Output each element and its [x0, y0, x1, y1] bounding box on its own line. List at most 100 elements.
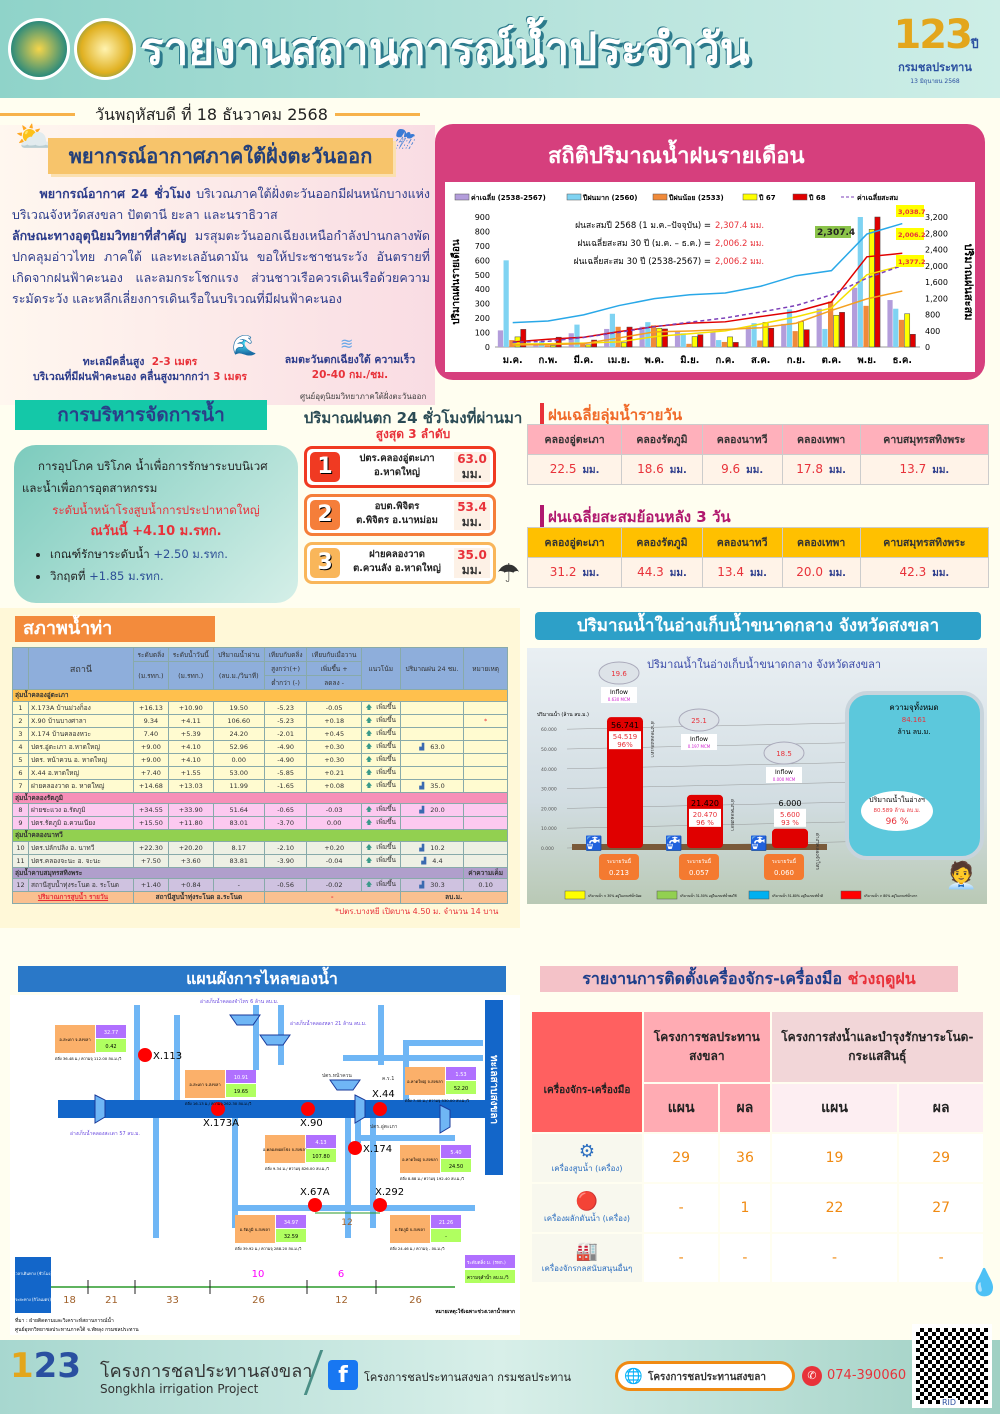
website-label: โครงการชลประทานสงขลา: [648, 1372, 766, 1383]
table-row: 12 สถานีสูบน้ำทุ่งระโนด อ. ระโนด +1.40 +0.8…: [12, 878, 508, 892]
pumping-row: ปริมาณการสูบน้ำ รายวัน สถานีสูบน้ำทุ่งระโ…: [12, 891, 509, 904]
cell-text: 3: [18, 729, 23, 738]
inflow-value: 0.000 MCM: [773, 777, 796, 782]
unit: มม.: [932, 567, 950, 579]
level-box: [446, 1067, 476, 1080]
cell-text: ฝายชะแวง อ.รัตภูมิ: [31, 806, 86, 814]
top-rain-subtitle: สูงสุด 3 ลำดับ: [375, 427, 451, 441]
x-tick-label: เม.ย.: [608, 355, 630, 366]
header-text: แนวโน้ม: [368, 664, 394, 673]
water-level: +11.80: [167, 816, 214, 830]
y2-axis-label: ปริมาณฝนสะสม: [962, 243, 975, 320]
machine-count: -: [644, 1184, 719, 1232]
cell-text: เพิ่มขึ้น: [376, 702, 396, 711]
y2-tick-label: 2,400: [925, 246, 948, 255]
forecast-text: บริเวณภาคใต้ฝั่งตะวันออกมีฝนหนักบางแห่ง …: [12, 186, 430, 222]
header-text: เพิ่มขึ้น +: [320, 664, 348, 673]
reservoir-rain: 19.6: [611, 670, 627, 678]
reservoir-current: 5.600: [780, 811, 800, 819]
station-info: ตลิ่ง 24.46 ม./ ความจุ - ลบ.ม./วิ: [390, 1246, 445, 1252]
y2-tick-label: 1,600: [925, 278, 948, 287]
weather-source: ศูนย์อุตุนิยมวิทยาภาคใต้ฝั่งตะวันออก: [300, 392, 427, 401]
bar: [680, 333, 686, 347]
reservoir-icon: [259, 1034, 291, 1046]
legend-swatch: [840, 890, 862, 900]
station-line1: ฝายคลองวาด: [369, 549, 425, 560]
legend-swatch: [748, 890, 770, 900]
phone-number[interactable]: 074-390060: [827, 1368, 907, 1383]
y-tick-label: 600: [475, 256, 490, 265]
flow: 19.50: [212, 700, 265, 715]
cell-text: เพิ่มขึ้น: [376, 780, 396, 789]
bar: [503, 260, 509, 347]
bar: [803, 329, 810, 348]
basin-group-name: ลุ่มน้ำคลองรัตภูมิ: [12, 791, 508, 804]
cell-text: -5.85: [277, 768, 295, 777]
cell-text: 0.10: [478, 881, 493, 889]
y-tick-label: 10.000: [541, 826, 557, 832]
rain-chart-area: ค่าเฉลี่ย (2538-2567) ปีฝนมาก (2560) ปีฝนน…: [445, 182, 975, 372]
compare-bank: -2.01: [263, 726, 308, 741]
plan-header: แผน: [644, 1084, 719, 1132]
cell-text: 9: [18, 819, 23, 827]
facebook-link[interactable]: โครงการชลประทานสงขลา กรมชลประทาน: [364, 1371, 572, 1384]
bar: [816, 308, 822, 347]
bar: [662, 328, 668, 348]
station-code: X.90: [300, 1118, 323, 1129]
bar: [639, 326, 645, 347]
cell-text: เพิ่มขึ้น: [376, 754, 396, 763]
rain-24h: [399, 700, 465, 715]
station-info: ตลิ่ง 9.34 ม./ ความจุ 826.00 ลบ.ม./วิ: [265, 1166, 329, 1172]
distance-value: 12: [335, 1295, 348, 1306]
website-button[interactable]: 🌐 โครงการชลประทานสงขลา: [615, 1361, 795, 1391]
wind-info: ลมตะวันตกเฉียงใต้ ความเร็ว 20-40 กม./ชม.: [280, 353, 420, 383]
gate-label: ปตร.อู่ตะเภา: [370, 1124, 398, 1130]
compare-yesterday: +0.20: [306, 840, 362, 855]
meteo-text: มรสุมตะวันออกเฉียงเหนือกำลังปานกลางพัดปก…: [12, 228, 430, 306]
river-channel: [403, 1040, 483, 1046]
remark: [463, 700, 508, 715]
facebook-icon[interactable]: f: [328, 1360, 358, 1390]
compare-yesterday: +0.45: [306, 726, 362, 741]
station-line1: ปตร.คลองอู่ตะเภา: [359, 453, 435, 464]
basin-daily-title: ฝนเฉลี่ยลุ่มน้ำรายวัน: [540, 403, 682, 427]
level-box: [276, 1215, 306, 1228]
y2-tick-label: 1,200: [925, 294, 948, 303]
y2-tick-label: 0: [925, 343, 930, 352]
data-label: 1,377.2: [898, 258, 926, 266]
qr-code[interactable]: [912, 1324, 992, 1408]
bar: [580, 343, 586, 347]
basin-header: คลองรัตภูมิ: [621, 527, 703, 558]
result-header: ผล: [899, 1084, 983, 1132]
river-channel: [253, 1005, 259, 1070]
compare-yesterday: +0.18: [306, 713, 362, 728]
x-tick-label: ต.ค.: [822, 355, 842, 366]
header-text: ปริมาณฝน 24 ชม.: [405, 664, 459, 673]
reservoir-capacity: 6.000: [779, 799, 802, 808]
pumping-link[interactable]: ปริมาณการสูบน้ำ รายวัน: [12, 891, 134, 904]
level-box: [226, 1070, 256, 1083]
table-row: 2 X.90 บ้านบางศาลา 9.34 +4.11 106.60 -5.23 +0.…: [12, 713, 508, 728]
cell-text: 0.00: [326, 819, 342, 827]
machine-count: -: [644, 1234, 719, 1282]
station-info: ตลิ่ง 36.48 ม./ ความจุ 112.00 ลบ.ม./วิ: [55, 1056, 121, 1062]
station-place-box: [55, 1025, 95, 1053]
wave-icon: 🌊: [232, 333, 257, 357]
legend-label: ปริมาณน้ำ > 80% อยู่ในเกณฑ์น้ำมาก: [864, 893, 917, 898]
rid-seal-logo: [74, 18, 136, 80]
cell-text: ปตร.อู่ตะเภา อ.หาดใหญ่: [31, 742, 100, 751]
flow: 24.20: [212, 726, 265, 741]
station-place: อ.คลองหอยโข่ง จ.สงขลา: [263, 1147, 307, 1152]
row-number: 9: [12, 816, 29, 830]
y-tick-label: 0.000: [541, 846, 554, 852]
rain-gauge-icon: ▟: [419, 843, 425, 852]
station-flow: 52.20: [454, 1086, 468, 1092]
cell-text: +4.10: [180, 755, 201, 764]
remark: [463, 853, 508, 868]
storm-wave-value: 3 เมตร: [213, 371, 248, 383]
basin-group-row: ลุ่มน้ำคาบสมุทรสทิงพระ ค่าความเค็ม: [11, 866, 508, 879]
cell-text: +1.40: [140, 881, 161, 889]
data-label-bg: [815, 226, 851, 238]
bar: [732, 342, 739, 348]
trend-up-icon: 🡅: [365, 767, 373, 776]
